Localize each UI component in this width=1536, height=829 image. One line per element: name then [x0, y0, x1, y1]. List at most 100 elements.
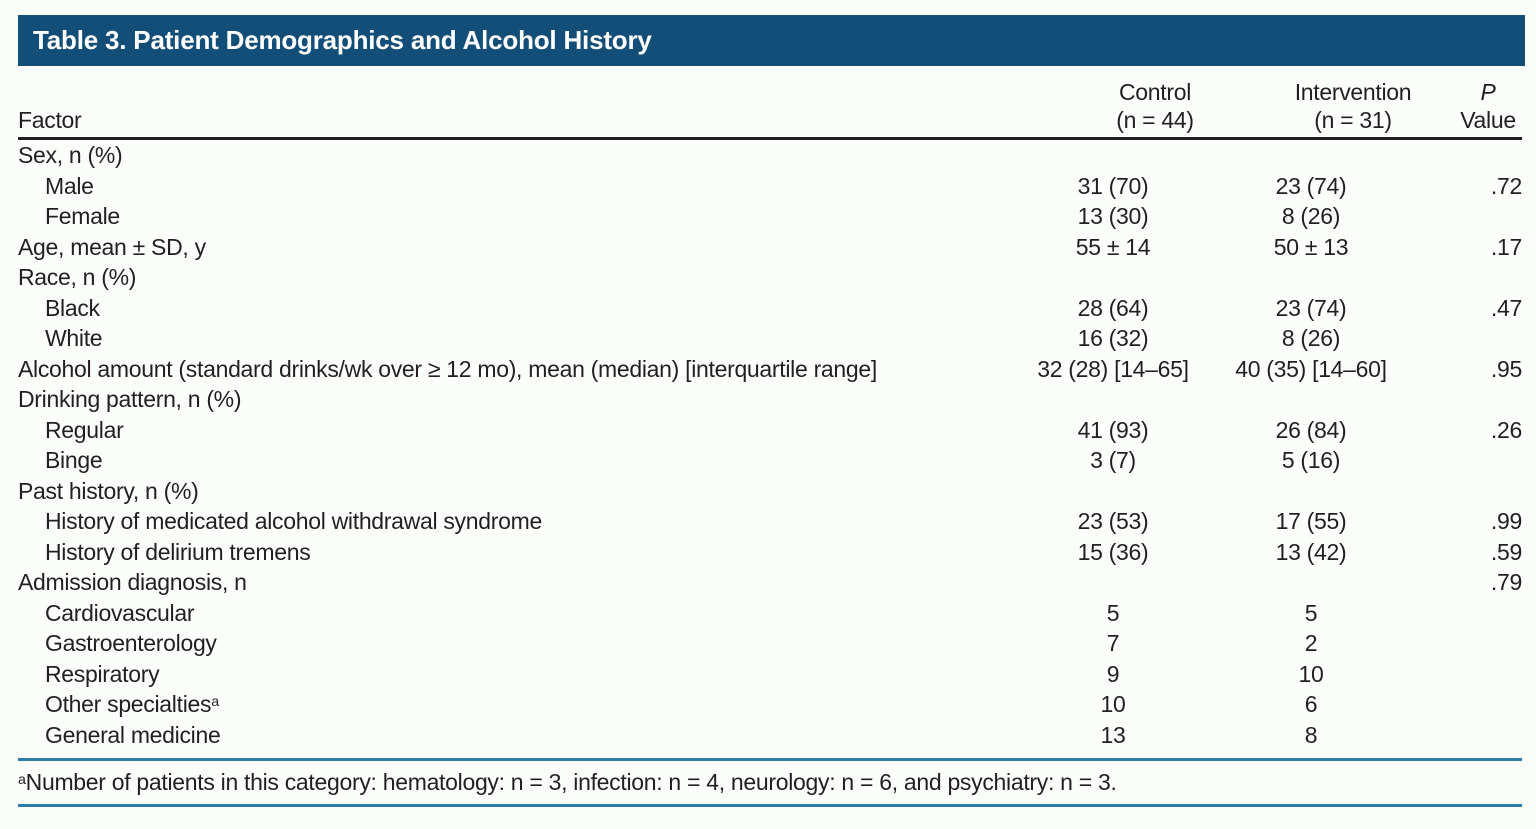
table-row: Female 13 (30) 8 (26)	[18, 201, 1522, 232]
row-label: Binge	[45, 447, 103, 473]
cell-control-value: 23 (53)	[1077, 508, 1149, 534]
cell-intervention-value: 26 (84)	[1275, 416, 1347, 443]
column-header-p-line1: P	[1480, 79, 1496, 105]
table-footnote: aNumber of patients in this category: he…	[18, 761, 1522, 804]
table-content: Factor Control (n = 44) Intervention (n …	[18, 66, 1522, 807]
row-label: Drinking pattern, n (%)	[18, 386, 242, 412]
cell-control-value: 7	[1106, 630, 1120, 656]
column-header-p-line2: Value	[1460, 107, 1516, 133]
row-label: Sex, n (%)	[18, 142, 123, 168]
cell-intervention-value: 13 (42)	[1275, 538, 1347, 565]
table-title-bar: Table 3. Patient Demographics and Alcoho…	[18, 15, 1525, 66]
cell-control-value: 16 (32)	[1077, 325, 1149, 351]
cell-intervention-value: 2	[1304, 630, 1318, 656]
row-label: Past history, n (%)	[18, 477, 199, 504]
cell-intervention-value: 6	[1304, 691, 1318, 717]
table-row: Race, n (%)	[18, 262, 1522, 293]
cell-p-value: .72	[1490, 172, 1522, 199]
column-header-intervention: Intervention (n = 31)	[1258, 78, 1448, 134]
column-header-control-line2: (n = 44)	[1116, 107, 1194, 133]
cell-p-value: .79	[1490, 569, 1522, 595]
row-label: History of medicated alcohol withdrawal …	[45, 508, 542, 534]
table-row: History of medicated alcohol withdrawal …	[18, 506, 1522, 537]
cell-intervention-value: 8 (26)	[1281, 325, 1341, 351]
row-label: Cardiovascular	[45, 599, 195, 626]
table-row: Past history, n (%)	[18, 476, 1522, 507]
footnote-marker: a	[211, 693, 219, 710]
cell-intervention-value: 5 (16)	[1281, 447, 1341, 473]
table-header-row: Factor Control (n = 44) Intervention (n …	[18, 66, 1522, 140]
table-row: Respiratory 9 10	[18, 659, 1522, 690]
table-row: History of delirium tremens 15 (36) 13 (42…	[18, 537, 1522, 568]
row-label: General medicine	[45, 721, 221, 748]
table-body: Sex, n (%) Male 31 (70) 23 (74) .72 Female 13 …	[18, 140, 1522, 750]
row-label: Female	[45, 203, 120, 229]
cell-p-value: .26	[1490, 416, 1522, 443]
row-label: Gastroenterology	[45, 630, 217, 656]
row-label: Black	[45, 294, 100, 321]
cell-control-value: 41 (93)	[1077, 416, 1149, 443]
footnote-rule-top	[18, 758, 1522, 761]
cell-intervention-value: 10	[1298, 660, 1324, 687]
row-label: Alcohol amount (standard drinks/wk over …	[18, 355, 877, 382]
footnote-rule-bottom	[18, 804, 1522, 807]
row-label: Respiratory	[45, 660, 160, 687]
table-row: Sex, n (%)	[18, 140, 1522, 171]
row-label: Regular	[45, 416, 124, 443]
column-header-p-value: P Value	[1449, 78, 1527, 134]
row-label: Admission diagnosis, n	[18, 569, 247, 595]
cell-intervention-value: 40 (35) [14–60]	[1235, 355, 1387, 382]
cell-control-value: 13 (30)	[1077, 203, 1149, 229]
table-row: Binge 3 (7) 5 (16)	[18, 445, 1522, 476]
table-row: General medicine 13 8	[18, 720, 1522, 751]
cell-intervention-value: 17 (55)	[1275, 508, 1347, 534]
cell-intervention-value: 50 ± 13	[1273, 233, 1349, 260]
cell-intervention-value: 5	[1304, 599, 1318, 626]
column-header-control-line1: Control	[1118, 79, 1192, 105]
table-row: Alcohol amount (standard drinks/wk over …	[18, 354, 1522, 385]
cell-p-value: .17	[1490, 233, 1522, 260]
cell-intervention-value: 23 (74)	[1275, 294, 1347, 321]
cell-control-value: 9	[1106, 660, 1120, 687]
cell-intervention-value: 8 (26)	[1281, 203, 1341, 229]
cell-p-value: .99	[1490, 508, 1522, 534]
table-row: Black 28 (64) 23 (74) .47	[18, 293, 1522, 324]
row-label: White	[45, 325, 103, 351]
cell-control-value: 32 (28) [14–65]	[1037, 355, 1189, 382]
table-row: Admission diagnosis, n .79	[18, 567, 1522, 598]
table-row: Cardiovascular 5 5	[18, 598, 1522, 629]
cell-intervention-value: 23 (74)	[1275, 172, 1347, 199]
cell-intervention-value: 8	[1304, 721, 1318, 748]
row-label: Race, n (%)	[18, 264, 137, 290]
cell-p-value: .95	[1490, 355, 1522, 382]
table-row: Regular 41 (93) 26 (84) .26	[18, 415, 1522, 446]
table-row: Age, mean ± SD, y 55 ± 14 50 ± 13 .17	[18, 232, 1522, 263]
table-row: White 16 (32) 8 (26)	[18, 323, 1522, 354]
row-label: Male	[45, 172, 94, 199]
cell-control-value: 15 (36)	[1077, 538, 1149, 565]
column-header-intervention-line1: Intervention	[1294, 79, 1412, 105]
cell-p-value: .47	[1490, 294, 1522, 321]
column-header-intervention-line2: (n = 31)	[1314, 107, 1392, 133]
table-title: Table 3. Patient Demographics and Alcoho…	[33, 25, 652, 55]
row-label: Age, mean ± SD, y	[18, 233, 206, 260]
footnote-marker: a	[18, 771, 26, 788]
table-row: Drinking pattern, n (%)	[18, 384, 1522, 415]
cell-control-value: 10	[1100, 691, 1126, 717]
table-row: Gastroenterology 7 2	[18, 628, 1522, 659]
table-row: Male 31 (70) 23 (74) .72	[18, 171, 1522, 202]
footnote-text: Number of patients in this category: hem…	[25, 769, 1117, 795]
cell-control-value: 3 (7)	[1090, 447, 1136, 473]
cell-control-value: 31 (70)	[1077, 172, 1149, 199]
cell-control-value: 13	[1100, 721, 1126, 748]
column-header-control: Control (n = 44)	[1060, 78, 1250, 134]
cell-control-value: 55 ± 14	[1075, 233, 1151, 260]
cell-control-value: 28 (64)	[1077, 294, 1149, 321]
row-label: Other specialtiesa	[45, 691, 219, 717]
table-row: Other specialtiesa 10 6	[18, 689, 1522, 720]
row-label: History of delirium tremens	[45, 538, 311, 565]
cell-control-value: 5	[1106, 599, 1120, 626]
column-header-factor: Factor	[18, 107, 82, 133]
cell-p-value: .59	[1490, 538, 1522, 565]
